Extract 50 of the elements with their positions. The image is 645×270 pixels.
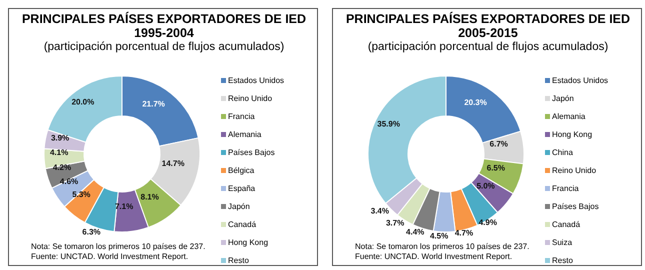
legend-label: Reino Unido xyxy=(228,94,272,102)
data-label: 3.7% xyxy=(386,218,404,228)
legend-label: Resto xyxy=(228,256,249,264)
legend-label: Francia xyxy=(228,112,255,120)
data-label: 3.9% xyxy=(50,133,70,142)
legend-label: Canadá xyxy=(228,220,256,228)
data-label: 4.9% xyxy=(478,218,497,227)
legend-label: Francia xyxy=(552,184,579,192)
data-label: 4.1% xyxy=(50,148,68,157)
data-label: 14.7% xyxy=(162,159,184,168)
data-label: 21.7% xyxy=(142,99,165,108)
legend-label: Alemania xyxy=(228,130,262,138)
data-label: 4.6% xyxy=(60,177,78,186)
legend-label: Países Bajos xyxy=(552,202,599,210)
data-label: 20.3% xyxy=(464,98,487,107)
chart-subtitle: (participación porcentual de flujos acumulados) xyxy=(42,41,286,53)
data-label: 6.5% xyxy=(486,163,505,172)
data-label: 4.7% xyxy=(454,228,474,238)
data-label: 4.5% xyxy=(430,231,448,240)
data-label: 20.0% xyxy=(72,98,94,107)
source-note: Fuente: UNCTAD. World Investment Report. xyxy=(31,252,190,262)
legend-label: España xyxy=(228,184,256,192)
legend-label: Reino Unido xyxy=(552,166,596,174)
data-label: 6.3% xyxy=(82,228,101,237)
data-label: 4.4% xyxy=(406,228,424,237)
text: Nota: Se tomaron los primeros 10 países de 237. xyxy=(31,242,206,252)
legend-label: Alemania xyxy=(552,112,586,120)
data-label: 3.4% xyxy=(370,206,389,216)
legend-label: Hong Kong xyxy=(228,238,268,246)
legend-label: Estados Unidos xyxy=(552,76,608,84)
source-note: Fuente: UNCTAD. World Investment Report. xyxy=(355,252,514,262)
legend-label: Hong Kong xyxy=(552,130,592,138)
legend-label: Japón xyxy=(228,202,250,210)
chart-title: PRINCIPALES PAÍSES EXPORTADORES DE IED 1995-2004 xyxy=(20,12,308,40)
legend-label: Resto xyxy=(552,256,573,264)
data-label: 6.7% xyxy=(490,140,508,149)
legend-label: Bélgica xyxy=(228,166,254,174)
legend-label: China xyxy=(552,148,573,156)
legend-label: Canadá xyxy=(552,220,580,228)
legend-label: Japón xyxy=(552,94,574,102)
chart-subtitle: (participación porcentual de flujos acumulados) xyxy=(366,41,610,53)
data-label: 35.9% xyxy=(377,120,400,129)
legend-label: Suiza xyxy=(552,238,572,246)
text: Nota: Se tomaron los primeros 10 países de 237. xyxy=(355,242,530,252)
data-label: 8.1% xyxy=(140,192,159,202)
data-label: 4.2% xyxy=(52,162,72,172)
chart-title: PRINCIPALES PAÍSES EXPORTADORES DE IED 2005-2015 xyxy=(344,12,632,40)
legend-label: Estados Unidos xyxy=(228,76,284,84)
data-label: 5.0% xyxy=(476,181,495,190)
legend-label: Países Bajos xyxy=(228,148,275,156)
